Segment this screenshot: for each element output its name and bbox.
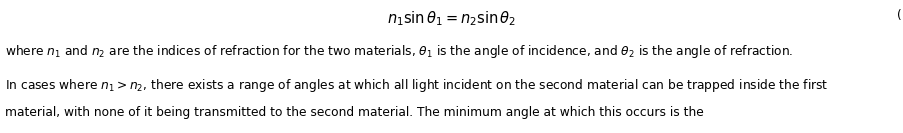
Text: where $n_1$ and $n_2$ are the indices of refraction for the two materials, $\the: where $n_1$ and $n_2$ are the indices of… [5,43,793,60]
Text: (: ( [897,9,901,22]
Text: material, with none of it being transmitted to the second material. The minimum : material, with none of it being transmit… [5,106,707,119]
Text: defined as the incident angle $\theta_1$ that would result in a refraction angle: defined as the incident angle $\theta_1$… [5,132,498,133]
Text: In cases where $n_1 > n_2$, there exists a range of angles at which all light in: In cases where $n_1 > n_2$, there exists… [5,77,828,94]
Text: $n_1 \sin \theta_1 = n_2 \sin \theta_2$: $n_1 \sin \theta_1 = n_2 \sin \theta_2$ [386,9,517,28]
